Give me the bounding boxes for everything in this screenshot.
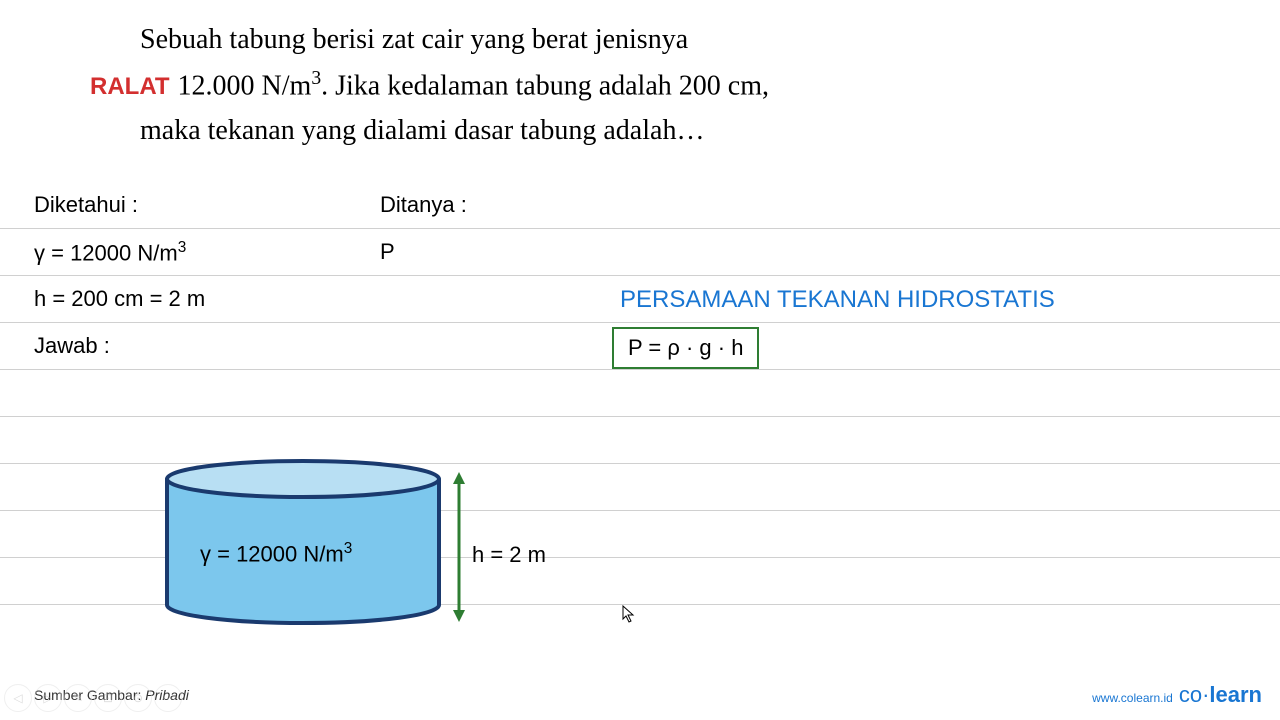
question-line-1: Sebuah tabung berisi zat cair yang berat… [90,18,1190,63]
row-2: γ = 12000 N/m3 P [0,229,1280,276]
nav-controls: ◁ ▷ ✎ ⊡ ⊙ ⋯ [4,684,182,712]
nav-pen-icon[interactable]: ✎ [64,684,92,712]
q-line2-a: 12.000 N/m [178,70,312,101]
ralat-label: RALAT [90,73,170,100]
persamaan-title: PERSAMAAN TEKANAN HIDROSTATIS [620,286,1055,314]
brand-area: www.colearn.id co·learn [1092,682,1262,708]
nav-zoom-icon[interactable]: ⊙ [124,684,152,712]
diketahui-label: Diketahui : [34,192,138,218]
p-symbol: P [380,239,395,265]
jawab-label: Jawab : [34,333,110,359]
nav-prev-icon[interactable]: ◁ [4,684,32,712]
question-line-2: RALAT 12.000 N/m3. Jika kedalaman tabung … [90,63,1190,109]
row-4: Jawab : P = ρ · g · h [0,323,1280,370]
ditanya-label: Ditanya : [380,192,467,218]
ruled-worksheet: Diketahui : Ditanya : γ = 12000 N/m3 P h… [0,182,1280,652]
q-line2-b: . Jika kedalaman tabung adalah 200 cm, [321,70,769,101]
q-sup: 3 [311,68,321,89]
row-1: Diketahui : Ditanya : [0,182,1280,229]
nav-play-icon[interactable]: ▷ [34,684,62,712]
h-value: h = 200 cm = 2 m [34,286,205,312]
nav-more-icon[interactable]: ⋯ [154,684,182,712]
height-arrow [449,472,469,622]
row-3: h = 200 cm = 2 m PERSAMAAN TEKANAN HIDRO… [0,276,1280,323]
h-dimension-label: h = 2 m [472,542,546,568]
footer-url: www.colearn.id [1092,691,1173,705]
nav-view-icon[interactable]: ⊡ [94,684,122,712]
gamma-value: γ = 12000 N/m3 [34,239,186,266]
cylinder-gamma-label: γ = 12000 N/m3 [200,540,352,567]
footer-brand: co·learn [1179,682,1262,708]
formula-box: P = ρ · g · h [612,327,759,369]
row-5 [0,370,1280,417]
question-text: Sebuah tabung berisi zat cair yang berat… [0,0,1280,164]
footer: Sumber Gambar: Pribadi www.colearn.id co… [0,682,1280,708]
question-line-3: maka tekanan yang dialami dasar tabung a… [90,109,1190,154]
